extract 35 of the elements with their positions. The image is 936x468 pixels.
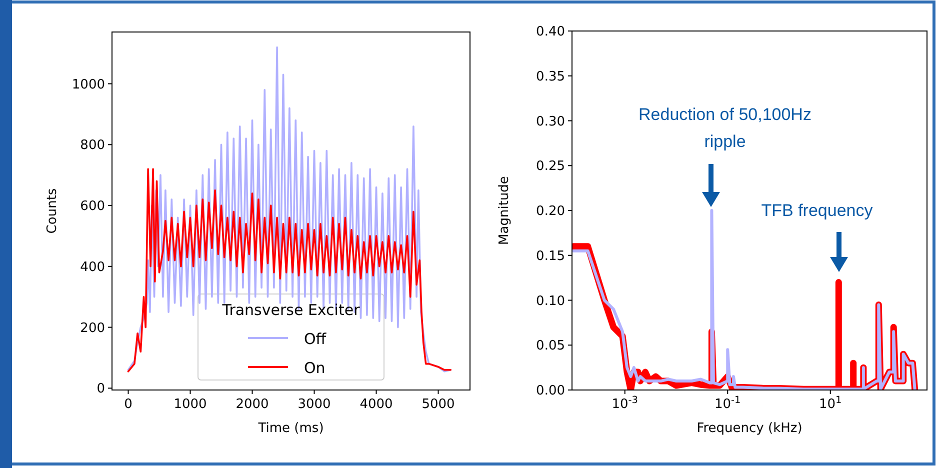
x-tick-label: 4000 xyxy=(360,397,393,412)
annotation: TFB frequency xyxy=(761,201,874,220)
y-tick-label: 1000 xyxy=(72,77,105,92)
x-tick-label: 0 xyxy=(124,397,132,412)
x-axis-title: Time (ms) xyxy=(257,421,324,436)
y-tick-label: 0.15 xyxy=(536,248,565,264)
y-axis-title: Counts xyxy=(45,188,60,234)
y-tick-label: 0.30 xyxy=(536,114,565,130)
x-tick-label: 5000 xyxy=(422,397,455,412)
x-tick-label: 10$^{-1}$ xyxy=(714,394,741,412)
y-tick-label: 0.35 xyxy=(536,69,565,84)
y-tick-label: 0.20 xyxy=(536,204,565,219)
y-tick-label: 0.25 xyxy=(536,159,565,174)
line-series xyxy=(127,168,452,372)
y-tick-label: 600 xyxy=(80,199,105,214)
x-tick-label: 10$^{1}$ xyxy=(818,394,842,412)
legend-label: Off xyxy=(304,330,327,348)
line-series xyxy=(127,46,452,372)
y-tick-label: 400 xyxy=(80,260,105,275)
legend-label: On xyxy=(304,359,326,377)
x-tick-label: 2000 xyxy=(236,397,269,412)
y-axis-title: Magnitude xyxy=(497,176,512,245)
annotation: Reduction of 50,100Hz ripple xyxy=(638,105,812,151)
x-tick-label: 10$^{-3}$ xyxy=(612,394,638,412)
y-tick-label: 0.05 xyxy=(536,338,565,354)
y-tick-label: 200 xyxy=(80,320,105,336)
y-tick-label: 0.40 xyxy=(536,24,565,40)
x-tick-label: 3000 xyxy=(298,397,331,412)
x-tick-label: 1000 xyxy=(174,397,207,412)
y-tick-label: 0 xyxy=(96,382,105,397)
legend-title: Transverse Exciter xyxy=(221,301,361,319)
y-tick-label: 0.00 xyxy=(536,384,565,398)
y-tick-label: 800 xyxy=(80,138,105,154)
y-tick-label: 0.10 xyxy=(536,294,565,309)
x-axis-title: Frequency (kHz) xyxy=(696,421,802,436)
